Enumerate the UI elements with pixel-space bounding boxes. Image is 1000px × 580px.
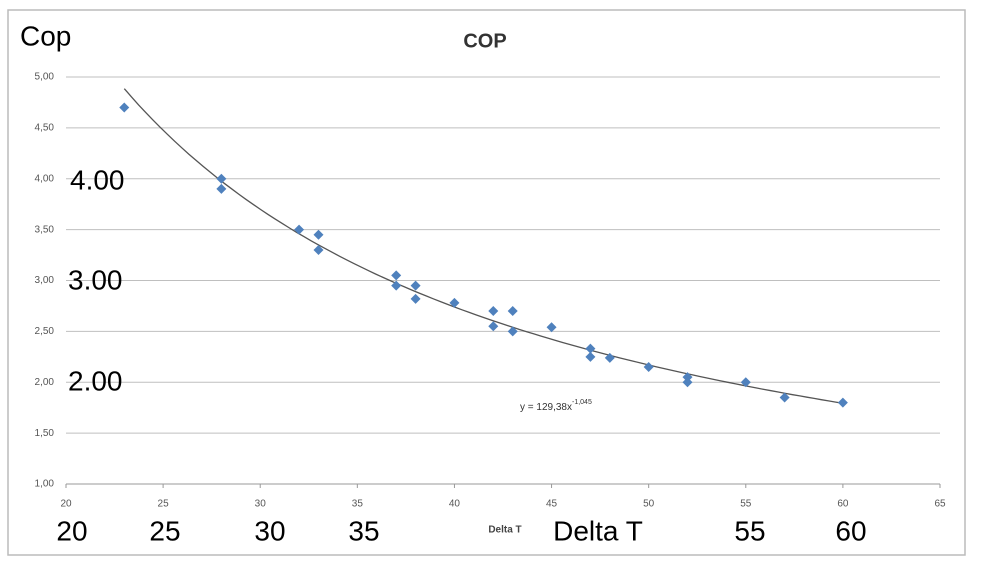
y-tick-label: 1,00 — [35, 479, 55, 490]
data-point — [779, 392, 790, 403]
x-tick-label: 25 — [158, 499, 170, 510]
data-point — [604, 352, 615, 363]
overlay-label: Cop — [20, 20, 71, 51]
x-tick-label: 40 — [449, 499, 461, 510]
data-point — [507, 306, 518, 317]
data-point — [682, 372, 693, 383]
trendline-equation: y = 129,38x-1,045 — [520, 399, 592, 413]
equation-exponent: -1,045 — [572, 399, 592, 406]
data-point — [119, 102, 130, 113]
overlay-label: 25 — [149, 515, 180, 546]
x-tick-label: 60 — [837, 499, 849, 510]
overlay-label: 55 — [734, 515, 765, 546]
data-point — [837, 397, 848, 408]
x-tick-label: 50 — [643, 499, 655, 510]
data-point — [216, 173, 227, 184]
data-point — [488, 321, 499, 332]
data-point — [313, 229, 324, 240]
overlay-label: 20 — [56, 515, 87, 546]
x-tick-label: 35 — [352, 499, 364, 510]
x-tick-label: 65 — [934, 499, 946, 510]
overlay-label: Delta T — [553, 515, 643, 546]
data-point — [585, 351, 596, 362]
data-point — [410, 293, 421, 304]
y-tick-label: 3,50 — [35, 224, 55, 235]
x-tick-label: 55 — [740, 499, 752, 510]
y-tick-label: 4,50 — [35, 123, 55, 134]
overlay-label: 3.00 — [68, 264, 123, 295]
data-point — [449, 297, 460, 308]
data-point — [546, 322, 557, 333]
y-tick-label: 5,00 — [35, 72, 55, 83]
x-tick-label: 30 — [255, 499, 267, 510]
x-tick-label: 45 — [546, 499, 558, 510]
data-point — [585, 343, 596, 354]
data-point — [740, 377, 751, 388]
overlay-label: 60 — [835, 515, 866, 546]
data-point — [643, 361, 654, 372]
data-point — [313, 244, 324, 255]
y-tick-label: 4,00 — [35, 173, 55, 184]
y-tick-label: 1,50 — [35, 428, 55, 439]
data-point — [391, 280, 402, 291]
overlay-label: 35 — [348, 515, 379, 546]
data-point — [488, 306, 499, 317]
y-tick-label: 3,00 — [35, 275, 55, 286]
chart-title: COP — [463, 30, 506, 52]
data-point — [216, 183, 227, 194]
x-tick-label: 20 — [60, 499, 72, 510]
data-point — [410, 280, 421, 291]
overlay-label: 2.00 — [68, 365, 123, 396]
y-tick-label: 2,00 — [35, 377, 55, 388]
data-point — [682, 377, 693, 388]
trend-line — [123, 88, 844, 404]
y-tick-label: 2,50 — [35, 326, 55, 337]
chart-border — [7, 9, 966, 556]
data-point — [294, 224, 305, 235]
equation-base: y = 129,38x — [520, 402, 572, 413]
x-axis-title: Delta T — [488, 525, 521, 536]
overlay-label: 30 — [254, 515, 285, 546]
data-point — [507, 326, 518, 337]
overlay-label: 4.00 — [70, 164, 125, 195]
data-point — [391, 270, 402, 281]
